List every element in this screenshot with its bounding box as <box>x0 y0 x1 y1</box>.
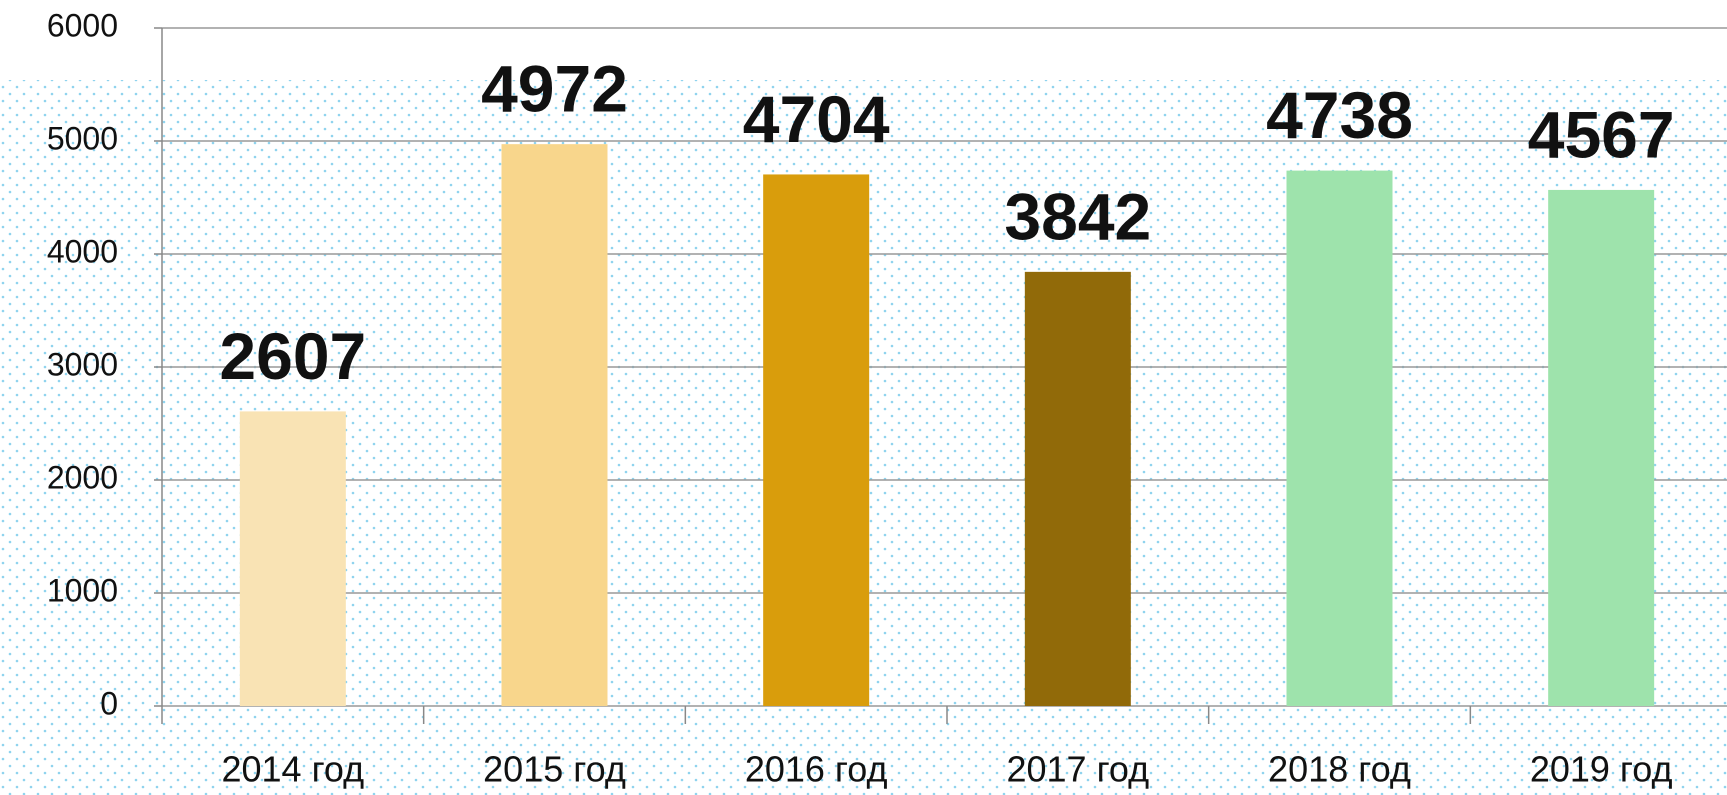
x-tick-label: 2014 год <box>221 749 364 790</box>
value-label: 4972 <box>481 52 628 126</box>
marks: 2014 год 2607 2015 год 4972 2016 год 4704 2017… <box>219 52 1674 790</box>
value-label: 4567 <box>1528 97 1675 171</box>
value-label: 4738 <box>1266 78 1413 152</box>
value-label: 3842 <box>1004 179 1151 253</box>
y-tick-label: 5000 <box>47 120 118 156</box>
bar <box>501 144 608 706</box>
bar <box>763 174 870 706</box>
bar <box>1024 271 1131 706</box>
x-tick-label: 2017 год <box>1006 749 1149 790</box>
y-tick-label: 2000 <box>47 459 118 495</box>
y-tick-label: 0 <box>100 685 118 721</box>
y-tick-label: 1000 <box>47 572 118 608</box>
grid: 0 1000 2000 3000 4000 5000 6000 <box>47 7 1727 724</box>
y-tick-label: 3000 <box>47 346 118 382</box>
x-tick-label: 2016 год <box>745 749 888 790</box>
value-label: 2607 <box>219 319 366 393</box>
y-tick-label: 4000 <box>47 233 118 269</box>
value-label: 4704 <box>743 82 890 156</box>
bar <box>239 411 346 706</box>
bar <box>1286 170 1393 706</box>
bar <box>1548 189 1655 706</box>
x-tick-label: 2015 год <box>483 749 626 790</box>
y-tick-label: 6000 <box>47 7 118 43</box>
x-tick-label: 2018 год <box>1268 749 1411 790</box>
x-tick-label: 2019 год <box>1530 749 1673 790</box>
